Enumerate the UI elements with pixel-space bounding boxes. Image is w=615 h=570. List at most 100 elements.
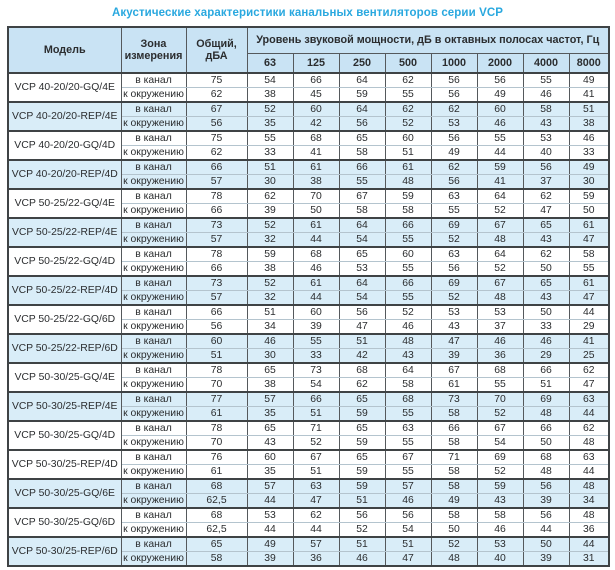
spectrum-value: 39 [246,203,294,219]
spectrum-value: 55 [522,72,570,88]
spectrum-value: 69 [476,449,524,465]
spectrum-value: 55 [476,130,524,146]
spectrum-value: 33 [246,145,294,161]
spectrum-value: 58 [430,478,478,494]
total-dba-value: 73 [185,275,248,291]
table-row-ambient: к окружению 58 39 36 46 47 48 40 39 31 [8,551,610,567]
spectrum-value: 46 [476,522,524,538]
spectrum-value: 51 [338,333,386,349]
spectrum-value: 48 [476,232,524,248]
spectrum-value: 44 [292,232,340,248]
table-row-duct: VCP 50-25/22-GQ/4E в канал 78 62 70 67 59 63 64 6… [7,188,610,219]
spectrum-value: 59 [476,478,524,494]
total-dba-value: 68 [185,507,248,523]
total-dba-value: 56 [185,319,248,335]
table-row-duct: VCP 50-25/22-GQ/4D в канал 78 59 68 65 60 63 64 6… [7,246,610,277]
spectrum-value: 58 [338,145,386,161]
spectrum-value: 68 [292,130,340,146]
spectrum-value: 51 [338,536,386,552]
spectrum-value: 61 [292,275,340,291]
spectrum-value: 60 [292,101,340,117]
spectrum-value: 44 [568,304,610,320]
spectrum-value: 55 [292,333,340,349]
zone-label-duct: в канал [120,159,187,175]
spectrum-value: 41 [476,174,524,190]
table-row-duct: VCP 50-30/25-GQ/6E в канал 68 57 63 59 57 58 59 5… [7,478,610,509]
spectrum-value: 63 [292,478,340,494]
model-name: VCP 40-20/20-GQ/4E [7,72,122,103]
zone-label-ambient: к окружению [120,464,187,480]
spectrum-value: 44 [292,290,340,306]
spectrum-value: 48 [568,435,610,451]
spectrum-value: 56 [430,87,478,103]
spectrum-value: 62 [384,101,432,117]
spectrum-value: 58 [384,203,432,219]
total-dba-value: 78 [185,420,248,436]
spectrum-value: 50 [292,203,340,219]
spectrum-value: 54 [292,377,340,393]
spectrum-value: 38 [246,87,294,103]
spectrum-value: 46 [476,333,524,349]
column-header-freq-500: 500 [384,53,432,74]
spectrum-value: 55 [384,464,432,480]
table-row-duct: VCP 50-25/22-GQ/6D в канал 66 51 60 56 52 53 53 5… [7,304,610,335]
spectrum-value: 37 [476,319,524,335]
zone-label-ambient: к окружению [120,319,187,335]
spectrum-value: 62 [292,507,340,523]
spectrum-value: 73 [430,391,478,407]
spectrum-value: 63 [568,449,610,465]
spectrum-value: 65 [338,420,386,436]
spectrum-value: 61 [430,377,478,393]
table-row-duct: VCP 50-30/25-REP/6D в канал 65 49 57 51 51 52 53… [7,536,610,567]
total-dba-value: 75 [185,72,248,88]
spectrum-value: 68 [522,449,570,465]
table-row-duct: VCP 40-20/20-GQ/4E в канал 75 54 66 64 62 56 56 5… [7,72,610,103]
spectrum-value: 64 [338,217,386,233]
spectrum-value: 68 [292,246,340,262]
total-dba-value: 57 [185,290,248,306]
spectrum-value: 67 [476,275,524,291]
table-row-duct: VCP 50-30/25-REP/4E в канал 77 57 66 65 68 73 70… [7,391,610,422]
spectrum-value: 58 [476,507,524,523]
spectrum-value: 55 [384,87,432,103]
spectrum-value: 25 [568,348,610,364]
spectrum-value: 44 [568,406,610,422]
spectrum-value: 55 [384,435,432,451]
spectrum-value: 49 [430,145,478,161]
spectrum-value: 56 [430,261,478,277]
spectrum-value: 56 [522,159,570,175]
total-dba-value: 66 [185,304,248,320]
spectrum-value: 50 [522,435,570,451]
spectrum-value: 52 [430,290,478,306]
spectrum-value: 69 [430,217,478,233]
spectrum-value: 54 [384,522,432,538]
spectrum-value: 64 [338,101,386,117]
spectrum-value: 54 [338,232,386,248]
spectrum-value: 67 [292,449,340,465]
model-name: VCP 50-25/22-GQ/4D [7,246,122,277]
spectrum-value: 58 [430,435,478,451]
total-dba-value: 78 [185,246,248,262]
spectrum-value: 33 [292,348,340,364]
spectrum-value: 62 [522,246,570,262]
spectrum-value: 43 [430,319,478,335]
spectrum-value: 38 [568,116,610,132]
zone-label-ambient: к окружению [120,493,187,509]
spectrum-value: 39 [292,319,340,335]
spectrum-value: 52 [430,536,478,552]
model-name: VCP 50-25/22-GQ/6D [7,304,122,335]
table-row-ambient: к окружению 70 43 52 59 55 58 54 50 48 [8,435,610,451]
total-dba-value: 70 [185,435,248,451]
spectrum-value: 58 [568,246,610,262]
spectrum-value: 47 [338,319,386,335]
table-row-ambient: к окружению 61 35 51 59 55 58 52 48 44 [8,406,610,422]
spectrum-value: 43 [246,435,294,451]
spectrum-value: 62 [522,188,570,204]
total-dba-value: 75 [185,130,248,146]
spectrum-value: 46 [522,87,570,103]
column-header-freq-2000: 2000 [476,53,524,74]
spectrum-value: 36 [476,348,524,364]
spectrum-value: 60 [246,449,294,465]
spectrum-value: 60 [384,130,432,146]
spectrum-value: 35 [246,464,294,480]
